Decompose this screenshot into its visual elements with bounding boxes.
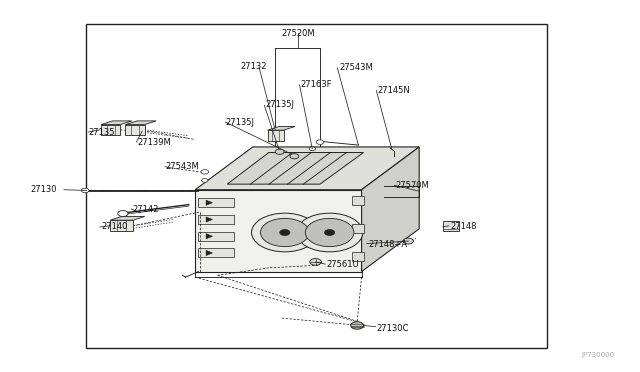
Polygon shape	[206, 250, 212, 256]
Bar	[352, 252, 364, 261]
Text: 27163F: 27163F	[301, 80, 332, 89]
Text: 27130: 27130	[31, 185, 57, 194]
Circle shape	[324, 230, 335, 235]
Circle shape	[310, 259, 321, 265]
Circle shape	[296, 213, 363, 252]
Text: 27543M: 27543M	[165, 162, 199, 171]
Text: 27135J: 27135J	[225, 118, 254, 126]
Text: 27132: 27132	[240, 62, 266, 71]
Polygon shape	[206, 234, 212, 239]
Bar	[352, 224, 364, 233]
Circle shape	[280, 230, 290, 235]
Bar	[198, 198, 234, 207]
Circle shape	[118, 211, 128, 217]
Polygon shape	[195, 190, 362, 272]
Circle shape	[351, 322, 364, 329]
Polygon shape	[268, 126, 295, 130]
Bar	[443, 221, 459, 231]
Circle shape	[275, 149, 284, 154]
Circle shape	[403, 238, 413, 244]
Text: 27148+A: 27148+A	[368, 240, 407, 249]
Polygon shape	[125, 121, 156, 125]
Text: 27520M: 27520M	[282, 29, 316, 38]
Text: 27561U: 27561U	[326, 260, 359, 269]
Bar	[198, 248, 234, 257]
Circle shape	[252, 213, 318, 252]
Circle shape	[201, 170, 209, 174]
Polygon shape	[101, 121, 132, 125]
Circle shape	[81, 188, 89, 193]
Text: 27135: 27135	[88, 128, 115, 137]
Text: JP730000: JP730000	[581, 352, 614, 358]
Text: 27145N: 27145N	[378, 86, 410, 94]
Polygon shape	[110, 220, 133, 231]
Text: 27570M: 27570M	[396, 181, 429, 190]
Polygon shape	[195, 147, 419, 190]
Text: 27130C: 27130C	[376, 324, 409, 333]
Polygon shape	[110, 217, 145, 220]
Polygon shape	[268, 130, 284, 141]
Text: 27148: 27148	[450, 222, 476, 231]
Circle shape	[305, 218, 354, 247]
Polygon shape	[125, 125, 145, 135]
Polygon shape	[101, 125, 120, 135]
Bar	[86, 24, 547, 348]
Polygon shape	[206, 200, 212, 205]
Circle shape	[260, 218, 309, 247]
Text: 27139M: 27139M	[138, 138, 172, 147]
Text: 27543M: 27543M	[339, 63, 373, 72]
Polygon shape	[227, 153, 364, 184]
Circle shape	[202, 179, 208, 182]
Polygon shape	[362, 147, 419, 272]
Text: 27142: 27142	[132, 205, 159, 214]
Circle shape	[290, 154, 299, 159]
Text: 27135J: 27135J	[266, 100, 294, 109]
Bar	[352, 196, 364, 205]
Bar	[198, 215, 234, 224]
Polygon shape	[206, 217, 212, 222]
Circle shape	[309, 147, 316, 151]
Text: 27140: 27140	[101, 222, 127, 231]
Circle shape	[316, 140, 324, 144]
Bar	[198, 232, 234, 241]
